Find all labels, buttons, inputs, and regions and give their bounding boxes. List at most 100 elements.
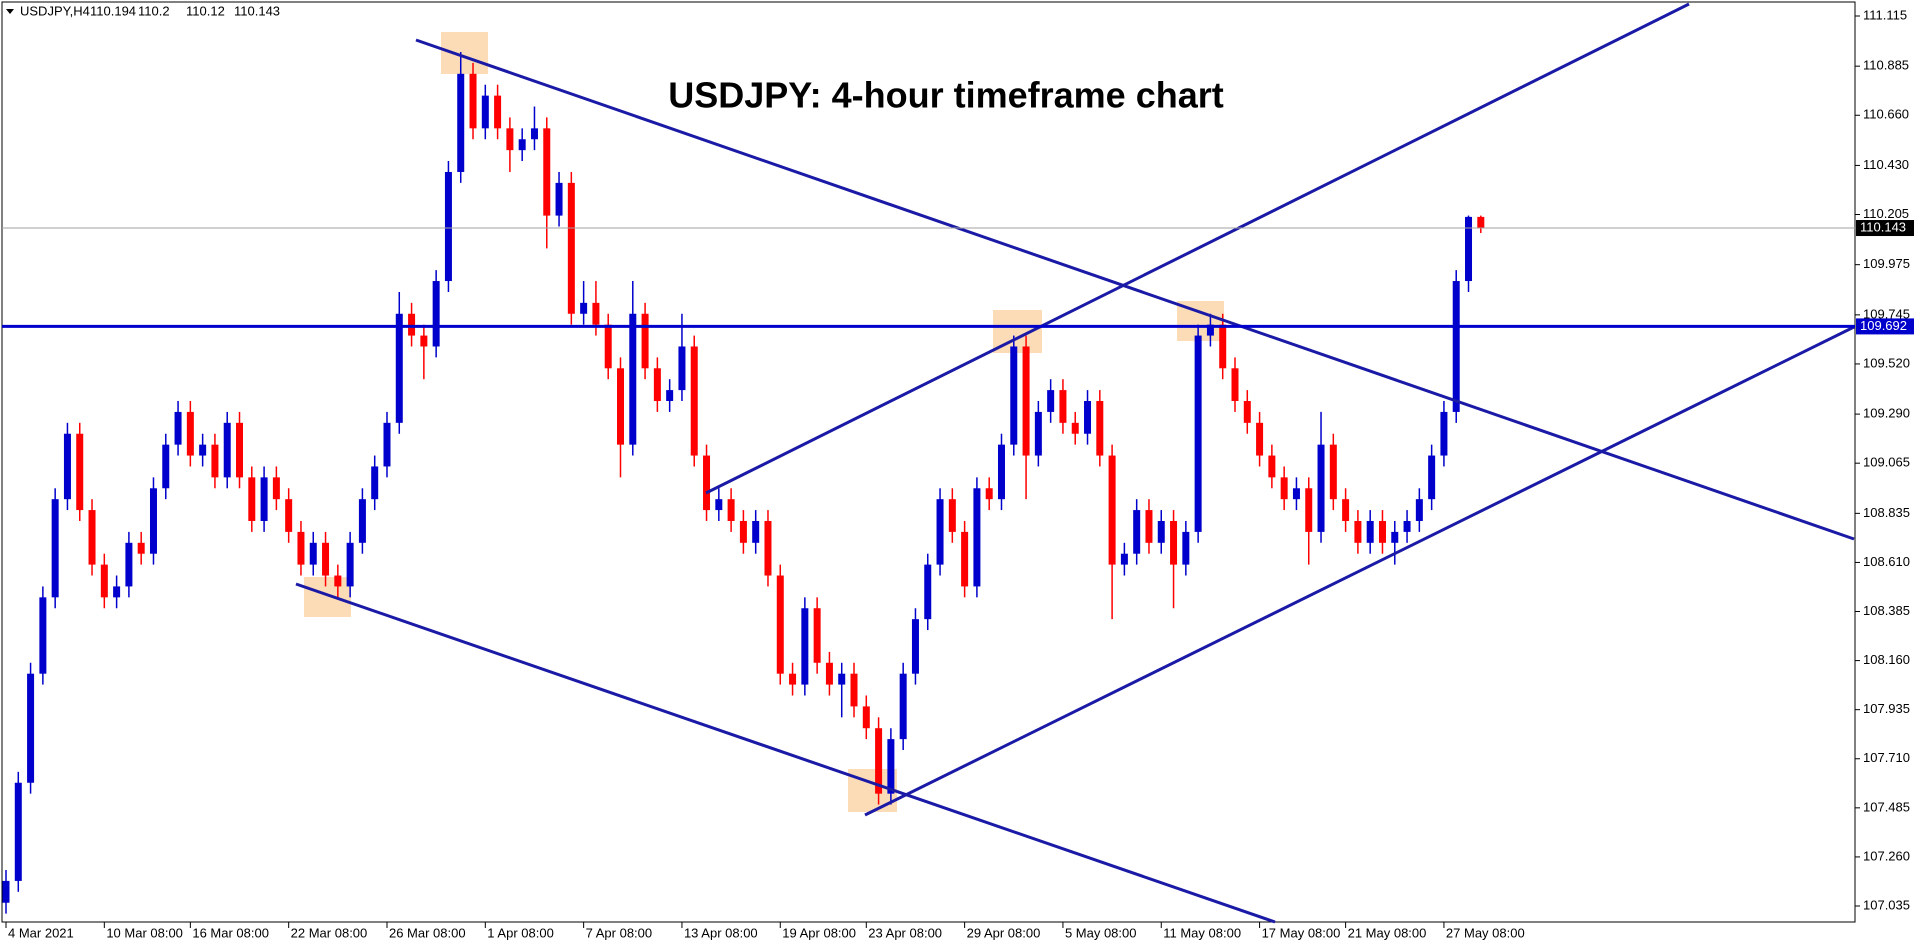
candle-body [322, 542, 330, 576]
candle-body [997, 444, 1005, 500]
candle-body [1268, 455, 1276, 478]
candle-body [383, 422, 391, 467]
candle-body [911, 619, 919, 674]
price-label-box [1856, 220, 1914, 237]
candle-body [125, 542, 133, 587]
trend-line [415, 38, 1855, 541]
highlights [304, 32, 1224, 812]
candle-body [973, 488, 981, 587]
y-tick-label: 110.430 [1863, 157, 1909, 172]
candle-body [592, 302, 600, 325]
y-tick-label: 107.710 [1863, 750, 1910, 765]
candle-body [88, 510, 96, 565]
candle-body [39, 597, 47, 674]
candle-body [1022, 346, 1030, 456]
highlight-box [441, 32, 488, 74]
y-tick-label: 108.610 [1863, 554, 1910, 569]
candle-body [850, 673, 858, 707]
x-tick-label: 21 May 08:00 [1348, 925, 1427, 940]
y-tick-label: 109.290 [1863, 406, 1910, 421]
candle-body [948, 499, 956, 532]
candles [2, 51, 1485, 914]
candle-body [186, 411, 194, 456]
candle-body [1243, 401, 1251, 423]
price-label: 110.143 [1860, 219, 1906, 234]
candle-body [1391, 531, 1399, 543]
candle-body [703, 455, 711, 511]
candle-body [629, 313, 637, 445]
candle-body [764, 520, 772, 576]
candle-body [1157, 520, 1165, 543]
candle-body [543, 128, 551, 216]
x-tick-label: 17 May 08:00 [1262, 925, 1341, 940]
x-tick-label: 11 May 08:00 [1163, 925, 1241, 940]
candle-body [358, 499, 366, 543]
candle-body [444, 171, 452, 282]
symbol: USDJPY,H4 [20, 3, 90, 18]
candle-body [211, 444, 219, 478]
y-tick-label: 111.115 [1863, 7, 1907, 22]
y-tick-label: 107.485 [1863, 799, 1910, 814]
y-tick-label: 107.035 [1863, 897, 1910, 912]
plot-frame [1, 1, 1856, 923]
trend-line [705, 2, 1690, 495]
level-label: 109.692 [1860, 318, 1907, 333]
candle-body [690, 346, 698, 456]
candle-body [199, 444, 207, 456]
y-tick-label: 110.205 [1863, 206, 1909, 221]
candle-body [1403, 520, 1411, 532]
candle-body [346, 542, 354, 587]
x-tick-label: 23 Apr 08:00 [868, 925, 942, 940]
candle-body [395, 313, 403, 423]
candle-body [1452, 281, 1460, 412]
x-tick-label: 7 Apr 08:00 [586, 925, 653, 940]
candle-body [272, 477, 280, 500]
candle-body [309, 542, 317, 565]
candle-body [985, 488, 993, 500]
candle-body [739, 520, 747, 543]
candle-body [334, 575, 342, 587]
candle-body [1194, 335, 1202, 532]
y-tick-label: 109.065 [1863, 455, 1910, 470]
candle-body [887, 739, 895, 794]
candle-body [666, 390, 674, 402]
candle-body [580, 302, 588, 314]
header-open: 110.194 [90, 3, 136, 18]
candle-body [789, 673, 797, 685]
candle-body [1317, 444, 1325, 532]
y-tick-label: 108.835 [1863, 505, 1910, 520]
y-tick-label: 108.385 [1863, 603, 1910, 618]
candle-body [1256, 422, 1264, 456]
x-tick-label: 16 Mar 08:00 [192, 925, 269, 940]
x-tick-label: 13 Apr 08:00 [684, 925, 758, 940]
candle-body [481, 95, 489, 129]
x-tick-label: 5 May 08:00 [1065, 925, 1137, 940]
candle-body [1428, 455, 1436, 500]
candle-body [1120, 553, 1128, 565]
x-tick-label: 10 Mar 08:00 [106, 925, 183, 940]
y-tick-label: 109.520 [1863, 355, 1910, 370]
candle-body [1096, 401, 1104, 456]
candle-body [1465, 216, 1473, 282]
candle-body [100, 564, 108, 598]
candle-body [1354, 520, 1362, 543]
candle-body [1280, 477, 1288, 500]
candle-body [1219, 324, 1227, 369]
x-tick-label: 26 Mar 08:00 [389, 925, 466, 940]
candle-body [1292, 488, 1300, 500]
x-tick-label: 22 Mar 08:00 [291, 925, 368, 940]
candle-body [961, 531, 969, 587]
candle-body [1378, 520, 1386, 543]
candle-body [617, 368, 624, 445]
candle-body [530, 128, 538, 140]
candle-body [1231, 368, 1239, 402]
trend-line [295, 582, 1276, 924]
trend-lines [295, 2, 1855, 924]
chart-title: USDJPY: 4-hour timeframe chart [668, 75, 1223, 116]
candle-body [1305, 488, 1313, 532]
candle-body [469, 73, 477, 129]
candle-body [63, 433, 71, 500]
candle-body [1206, 324, 1214, 336]
candle-body [1010, 346, 1018, 445]
